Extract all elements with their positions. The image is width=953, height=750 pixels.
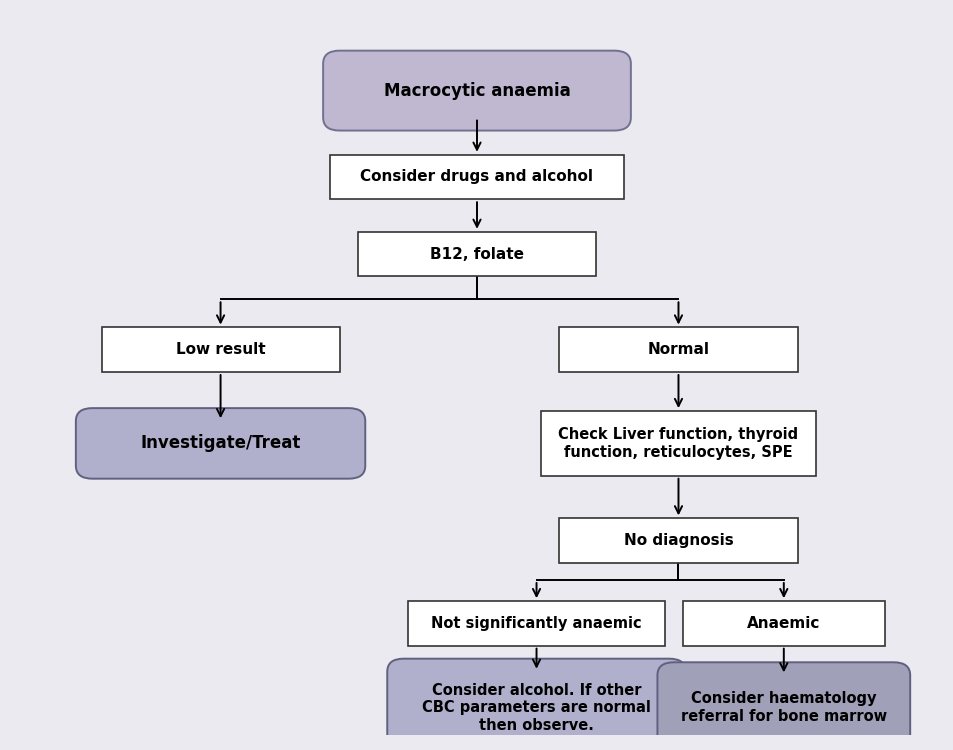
- FancyBboxPatch shape: [101, 328, 339, 372]
- FancyBboxPatch shape: [408, 601, 664, 646]
- FancyBboxPatch shape: [558, 328, 797, 372]
- Text: Consider haematology
referral for bone marrow: Consider haematology referral for bone m…: [680, 692, 886, 724]
- FancyBboxPatch shape: [387, 658, 685, 750]
- FancyBboxPatch shape: [357, 232, 596, 276]
- Text: Normal: Normal: [647, 342, 709, 357]
- Text: Macrocytic anaemia: Macrocytic anaemia: [383, 82, 570, 100]
- Text: Check Liver function, thyroid
function, reticulocytes, SPE: Check Liver function, thyroid function, …: [558, 427, 798, 460]
- Text: Anaemic: Anaemic: [746, 616, 820, 631]
- Text: B12, folate: B12, folate: [430, 247, 523, 262]
- Text: Low result: Low result: [175, 342, 265, 357]
- FancyBboxPatch shape: [330, 154, 623, 200]
- FancyBboxPatch shape: [682, 601, 883, 646]
- Text: Consider alcohol. If other
CBC parameters are normal
then observe.: Consider alcohol. If other CBC parameter…: [421, 682, 650, 733]
- FancyBboxPatch shape: [76, 408, 365, 479]
- FancyBboxPatch shape: [558, 518, 797, 563]
- Text: Not significantly anaemic: Not significantly anaemic: [431, 616, 641, 631]
- FancyBboxPatch shape: [540, 411, 815, 476]
- Text: Investigate/Treat: Investigate/Treat: [140, 434, 300, 452]
- Text: No diagnosis: No diagnosis: [623, 533, 733, 548]
- Text: Consider drugs and alcohol: Consider drugs and alcohol: [360, 170, 593, 184]
- FancyBboxPatch shape: [323, 51, 630, 130]
- FancyBboxPatch shape: [657, 662, 909, 750]
